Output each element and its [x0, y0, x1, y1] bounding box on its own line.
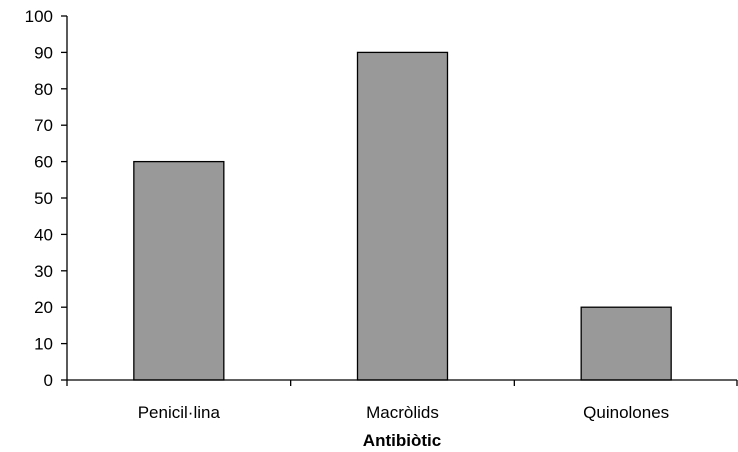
x-tick-label-macrolids: Macròlids: [366, 403, 439, 422]
y-tick-label-10: 10: [34, 335, 53, 354]
y-tick-label-30: 30: [34, 262, 53, 281]
bar-quinolones: [580, 306, 672, 381]
bar-macrolids: [356, 51, 449, 381]
y-tick-label-100: 100: [25, 7, 53, 26]
y-tick-label-0: 0: [44, 371, 53, 390]
y-tick-label-80: 80: [34, 80, 53, 99]
bar-penicil-lina: [133, 160, 225, 381]
y-tick-label-20: 20: [34, 298, 53, 317]
y-tick-label-40: 40: [34, 225, 53, 244]
y-ticks-group: 0 10 20 30 40 50 60 70 80 90 100: [25, 7, 67, 390]
y-tick-label-60: 60: [34, 153, 53, 172]
y-tick-label-70: 70: [34, 116, 53, 135]
y-tick-label-90: 90: [34, 43, 53, 62]
bars-group: [133, 51, 672, 381]
x-axis-title: Antibiòtic: [363, 431, 441, 450]
y-tick-label-50: 50: [34, 189, 53, 208]
x-ticks-group: Penicil·lina Macròlids Quinolones: [66, 380, 738, 422]
x-tick-label-quinolones: Quinolones: [583, 403, 669, 422]
x-tick-label-penicil-lina: Penicil·lina: [138, 403, 221, 422]
